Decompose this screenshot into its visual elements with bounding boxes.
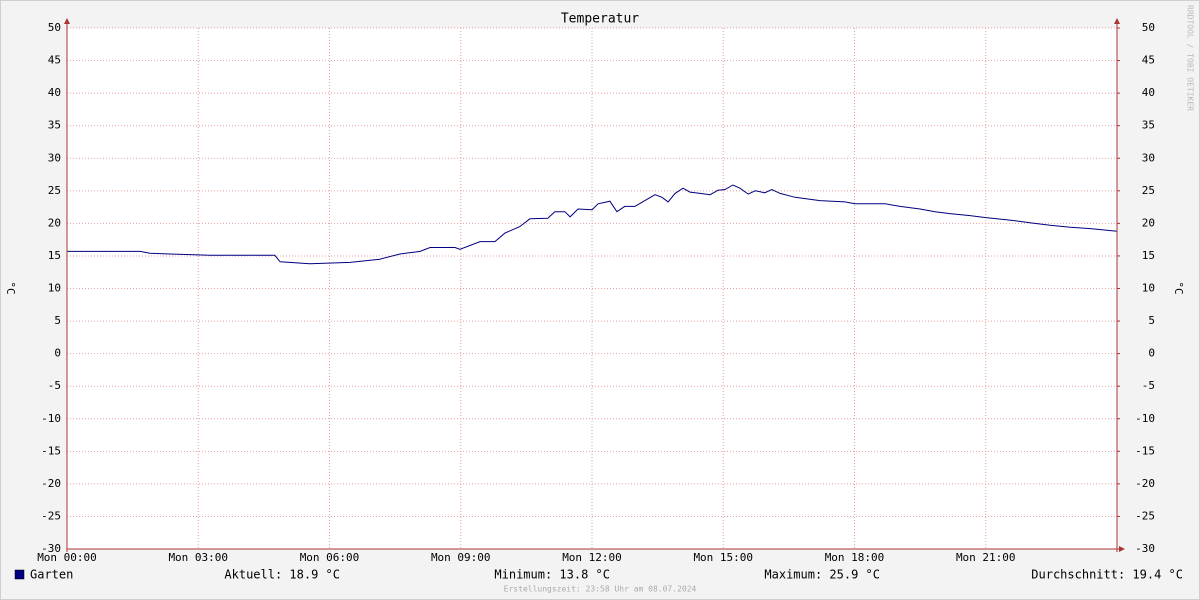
y-tick-label: 20: [48, 216, 61, 229]
y-tick-label: 5: [54, 314, 61, 327]
stat: Minimum: 13.8 °C: [494, 568, 610, 582]
y2-tick-label: 5: [1148, 314, 1155, 327]
y-tick-label: 25: [48, 184, 61, 197]
x-tick-label: Mon 09:00: [431, 551, 491, 564]
y-tick-label: 0: [54, 347, 61, 360]
y2-tick-label: -30: [1135, 542, 1155, 555]
y-tick-label: -30: [41, 542, 61, 555]
y2-tick-label: 35: [1142, 119, 1155, 132]
y2-tick-label: 40: [1142, 86, 1155, 99]
arrow: [64, 18, 70, 24]
chart-title: Temperatur: [561, 12, 639, 27]
y2-tick-label: 45: [1142, 54, 1155, 67]
y2-tick-label: 25: [1142, 184, 1155, 197]
y2-tick-label: -15: [1135, 444, 1155, 457]
stat: Maximum: 25.9 °C: [764, 568, 880, 582]
x-tick-label: Mon 18:00: [825, 551, 885, 564]
y-tick-label: 10: [48, 282, 61, 295]
y-tick-label: 50: [48, 21, 61, 34]
y2-tick-label: 10: [1142, 282, 1155, 295]
axes: [64, 18, 1125, 552]
x-tick-label: Mon 06:00: [300, 551, 360, 564]
arrow: [1119, 546, 1125, 552]
legend-label: Garten: [30, 568, 73, 582]
y2-axis-label: °C: [1172, 281, 1185, 294]
x-tick-label: Mon 00:00: [37, 551, 97, 564]
y2-tick-label: 20: [1142, 216, 1155, 229]
marks: [67, 184, 1118, 265]
y-tick-label: 45: [48, 54, 61, 67]
x-tick-label: Mon 12:00: [562, 551, 622, 564]
y-tick-label: 40: [48, 86, 61, 99]
y2-tick-label: -5: [1142, 379, 1155, 392]
y-tick-label: -25: [41, 509, 61, 522]
footer: Erstellungszeit: 23:58 Uhr am 08.07.2024: [504, 585, 697, 594]
legend-swatch: [14, 569, 25, 580]
arrow: [1114, 18, 1120, 24]
x-tick-label: Mon 21:00: [956, 551, 1016, 564]
y2-tick-label: 15: [1142, 249, 1155, 262]
y2-tick-label: -25: [1135, 509, 1155, 522]
y-axis-label: °C: [4, 281, 17, 294]
y2-tick-label: 0: [1148, 347, 1155, 360]
y-tick-label: 15: [48, 249, 61, 262]
y-tick-label: -10: [41, 412, 61, 425]
y2-tick-label: -20: [1135, 477, 1155, 490]
y2-tick-label: 30: [1142, 151, 1155, 164]
y-tick-label: -15: [41, 444, 61, 457]
y-tick-label: 30: [48, 151, 61, 164]
grid: [66, 27, 1117, 550]
line: [67, 184, 1118, 265]
y2-tick-label: 50: [1142, 21, 1155, 34]
stat: Aktuell: 18.9 °C: [224, 568, 340, 582]
x-tick-label: Mon 15:00: [693, 551, 753, 564]
y2-tick-label: -10: [1135, 412, 1155, 425]
stat: Durchschnitt: 19.4 °C: [1031, 568, 1183, 582]
x-tick-label: Mon 03:00: [168, 551, 228, 564]
y-tick-label: 35: [48, 119, 61, 132]
y-tick-label: -20: [41, 477, 61, 490]
watermark: RRDTOOL / TOBI OETIKER: [1186, 5, 1195, 111]
y-tick-label: -5: [48, 379, 61, 392]
